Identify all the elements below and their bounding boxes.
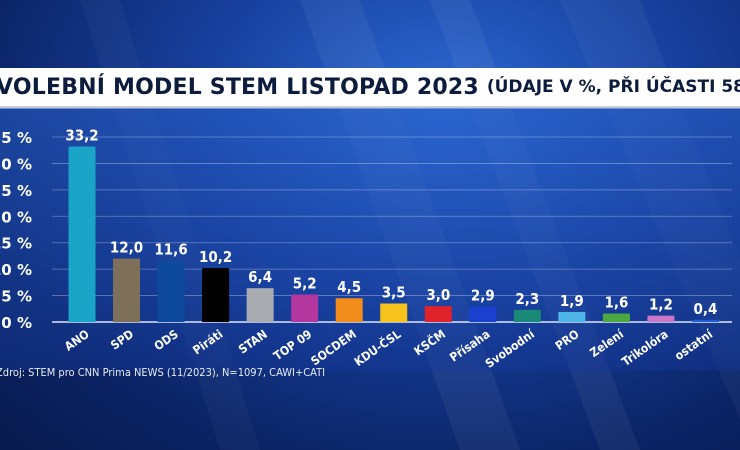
y-tick-label: 35 %	[0, 129, 32, 147]
value-label: 10,2	[199, 248, 232, 266]
bar	[246, 288, 274, 322]
y-tick-label: 0 %	[1, 314, 32, 332]
chart-title: VOLEBNÍ MODEL STEM LISTOPAD 2023	[0, 74, 479, 100]
y-tick-label: 20 %	[0, 208, 32, 226]
value-label: 11,6	[154, 241, 187, 259]
value-label: 0,4	[694, 300, 718, 318]
title-bar: VOLEBNÍ MODEL STEM LISTOPAD 2023 (ÚDAJE …	[0, 68, 740, 109]
category-label: ostatní	[672, 326, 716, 363]
bar	[691, 319, 719, 322]
value-label: 5,2	[293, 275, 317, 293]
bar	[113, 258, 141, 322]
bar	[469, 306, 497, 322]
bar	[335, 298, 363, 322]
category-label: Svobodní	[483, 326, 538, 370]
bar	[202, 268, 230, 322]
value-label: 2,3	[515, 290, 539, 308]
value-label: 2,9	[471, 287, 495, 305]
category-label: KSČM	[411, 326, 448, 358]
category-label: SPD	[108, 327, 136, 353]
plot-panel: 0 % 5 % 10 % 15 % 20 % 25 % 30 % 35 % 33,2 ANO 12,…	[0, 108, 740, 370]
bar	[647, 315, 675, 322]
value-label: 1,2	[649, 296, 673, 314]
category-label: PRO	[553, 327, 582, 353]
category-label: STAN	[236, 327, 270, 357]
y-tick-label: 15 %	[0, 235, 32, 253]
value-label: 12,0	[110, 239, 143, 257]
chart-subtitle: (ÚDAJE V %, PŘI ÚČASTI 58 %)	[486, 77, 740, 97]
category-label: KDU-ČSL	[351, 326, 403, 369]
bar	[424, 306, 452, 322]
source-note: Zdroj: STEM pro CNN Prima NEWS (11/2023)…	[0, 366, 326, 379]
value-label: 4,5	[337, 278, 361, 296]
value-label: 3,0	[426, 286, 450, 304]
category-label: Trikolóra	[619, 327, 671, 369]
category-label: ODS	[152, 327, 181, 353]
bar	[380, 303, 408, 322]
value-label: 6,4	[248, 268, 272, 286]
category-label: ANO	[62, 327, 92, 354]
category-label: Piráti	[190, 327, 225, 357]
bar	[68, 146, 96, 322]
category-label: SOCDEM	[308, 327, 359, 368]
bar	[157, 260, 185, 322]
bar	[291, 294, 319, 322]
y-tick-label: 10 %	[0, 261, 32, 279]
value-label: 1,6	[604, 294, 628, 312]
bar	[513, 309, 541, 322]
value-label: 3,5	[382, 284, 406, 302]
bar-chart: 0 % 5 % 10 % 15 % 20 % 25 % 30 % 35 % 33,2 ANO 12,…	[0, 127, 732, 370]
y-tick-label: 30 %	[0, 155, 32, 173]
value-label: 33,2	[65, 127, 98, 145]
y-tick-label: 5 %	[1, 288, 32, 306]
bar	[558, 311, 586, 322]
value-label: 1,9	[560, 292, 584, 310]
bar	[602, 313, 630, 322]
y-tick-label: 25 %	[0, 182, 32, 200]
